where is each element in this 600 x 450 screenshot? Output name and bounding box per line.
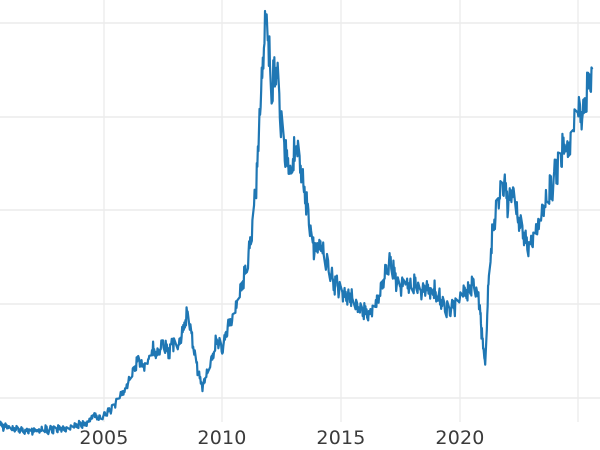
data-series-group <box>0 9 594 436</box>
x-axis-tick-label: 2010 <box>197 427 247 449</box>
series-line <box>0 9 594 436</box>
x-axis-tick-label: 2005 <box>79 427 129 449</box>
horizontal-gridlines <box>0 22 600 399</box>
x-axis-tick-label: 2015 <box>316 427 366 449</box>
x-axis-tick-label: 2020 <box>435 427 485 449</box>
